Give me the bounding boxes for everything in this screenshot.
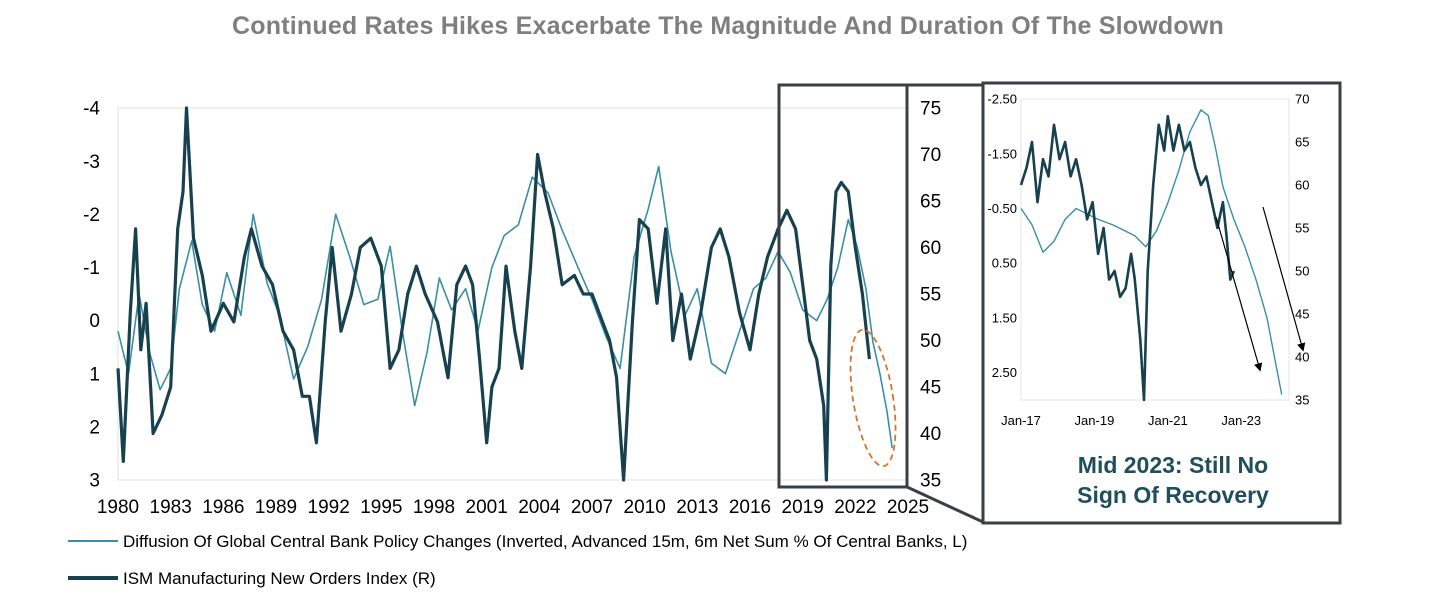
x-tick-label: 2016 — [729, 497, 771, 518]
right-tick-label: 65 — [1295, 135, 1309, 150]
x-tick-label: 1998 — [413, 497, 455, 518]
right-tick-label: 60 — [920, 238, 941, 259]
x-tick-label: 1989 — [255, 497, 297, 518]
left-tick-label: -0.50 — [987, 201, 1017, 216]
right-tick-label: 55 — [1295, 221, 1309, 236]
right-tick-label: 75 — [920, 99, 941, 120]
inset-plot-area — [1020, 98, 1290, 401]
left-tick-label: 1.50 — [992, 310, 1017, 325]
zoom-connector-bottom — [906, 485, 984, 524]
left-tick-label: -4 — [83, 99, 100, 120]
inset-left-axis: -2.50 -1.50 -0.50 0.50 1.50 2.50 — [987, 92, 1017, 381]
x-tick-label: 2001 — [466, 497, 508, 518]
left-tick-label: -2.50 — [987, 92, 1017, 107]
series-ism-line — [116, 106, 871, 482]
callout-line-2: Sign Of Recovery — [1077, 482, 1269, 508]
x-tick-label: 1995 — [360, 497, 402, 518]
x-tick-label: 2010 — [624, 497, 666, 518]
left-tick-label: -1.50 — [987, 146, 1017, 161]
x-tick-label: 1980 — [97, 497, 139, 518]
trend-arrow-left — [1215, 216, 1263, 372]
left-tick-label: 2 — [89, 418, 100, 439]
x-tick-label: 2022 — [834, 497, 876, 518]
main-x-axis: 1980 1983 1986 1989 1992 1995 1998 2001 2004 2007… — [97, 497, 929, 518]
x-tick-label: Jan-19 — [1075, 413, 1115, 428]
left-tick-label: -3 — [83, 152, 100, 173]
left-tick-label: -1 — [83, 258, 100, 279]
main-left-axis: -4 -3 -2 -1 0 1 2 3 — [83, 99, 100, 492]
left-tick-label: 0 — [89, 311, 100, 332]
x-tick-label: 2025 — [887, 497, 929, 518]
left-tick-label: 2.50 — [992, 365, 1017, 380]
main-series-group — [116, 106, 893, 482]
legend-label-ism: ISM Manufacturing New Orders Index (R) — [123, 569, 436, 588]
inset-right-axis: 70 65 60 55 50 45 40 35 — [1295, 92, 1309, 408]
right-tick-label: 50 — [1295, 264, 1309, 279]
zoom-frame — [777, 83, 909, 489]
legend-label-diffusion: Diffusion Of Global Central Bank Policy … — [123, 532, 967, 551]
right-tick-label: 70 — [1295, 92, 1309, 107]
right-tick-label: 65 — [920, 192, 941, 213]
x-tick-label: Jan-21 — [1148, 413, 1188, 428]
right-tick-label: 60 — [1295, 178, 1309, 193]
left-tick-label: 0.50 — [992, 256, 1017, 271]
right-tick-label: 50 — [920, 331, 941, 352]
callout-line-1: Mid 2023: Still No — [1078, 452, 1268, 478]
left-tick-label: 3 — [89, 471, 100, 492]
trend-arrow-right — [1262, 206, 1306, 352]
series-diffusion-line — [1020, 109, 1283, 395]
main-right-axis: 75 70 65 60 55 50 45 40 35 — [920, 99, 941, 492]
left-tick-label: -2 — [83, 205, 100, 226]
x-tick-label: 2019 — [782, 497, 824, 518]
inset-series-group — [1019, 109, 1283, 402]
chart-title: Continued Rates Hikes Exacerbate The Mag… — [232, 12, 1224, 40]
right-tick-label: 35 — [1295, 393, 1309, 408]
x-tick-label: 1992 — [308, 497, 350, 518]
right-tick-label: 40 — [1295, 350, 1309, 365]
series-diffusion-line — [117, 165, 893, 449]
main-plot-area — [117, 107, 909, 481]
right-tick-label: 35 — [920, 471, 941, 492]
series-ism-line — [1019, 114, 1236, 402]
x-tick-label: 1983 — [150, 497, 192, 518]
recent-period-highlight — [849, 328, 897, 468]
left-tick-label: 1 — [89, 364, 100, 385]
x-tick-label: 2013 — [676, 497, 718, 518]
x-tick-label: Jan-17 — [1001, 413, 1041, 428]
x-tick-label: 2004 — [518, 497, 561, 518]
inset-x-axis: Jan-17 Jan-19 Jan-21 Jan-23 — [1001, 413, 1261, 428]
right-tick-label: 45 — [920, 378, 941, 399]
x-tick-label: Jan-23 — [1221, 413, 1261, 428]
x-tick-label: 1986 — [202, 497, 244, 518]
right-tick-label: 55 — [920, 285, 941, 306]
right-tick-label: 70 — [920, 145, 941, 166]
x-tick-label: 2007 — [571, 497, 613, 518]
right-tick-label: 40 — [920, 424, 941, 445]
right-tick-label: 45 — [1295, 307, 1309, 322]
